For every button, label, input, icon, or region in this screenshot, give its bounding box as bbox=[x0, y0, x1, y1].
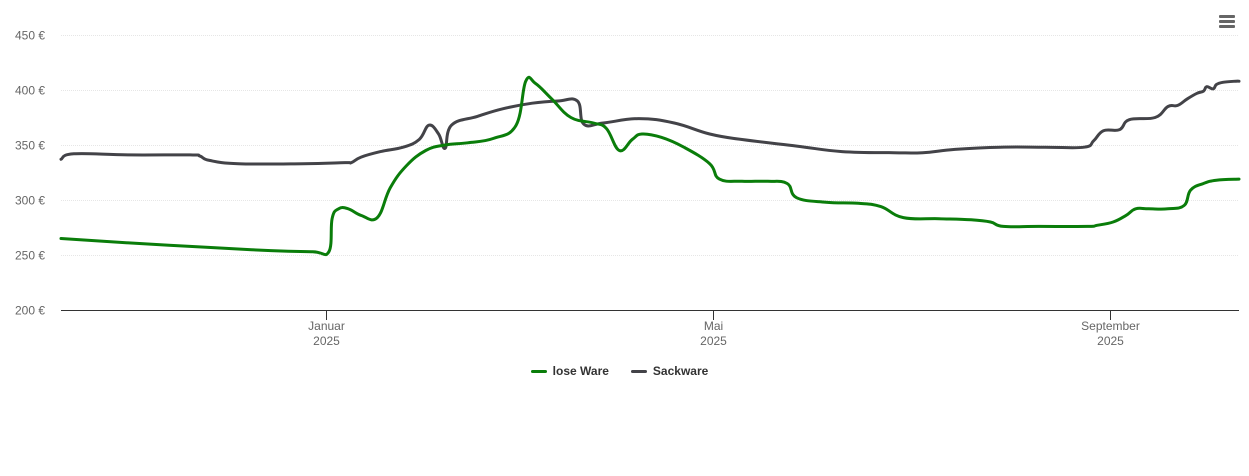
legend-label-sackware: Sackware bbox=[652, 364, 709, 378]
series-line-sackware bbox=[59, 79, 1241, 166]
legend-label-lose-ware: lose Ware bbox=[552, 364, 609, 378]
y-tick-label: 250 € bbox=[15, 249, 45, 263]
y-tick-label: 200 € bbox=[15, 304, 45, 318]
x-tick-sublabel: 2025 bbox=[313, 334, 340, 348]
chart-legend: lose Ware Sackware bbox=[0, 364, 1239, 378]
x-tick-sublabel: 2025 bbox=[1097, 334, 1124, 348]
menu-bar bbox=[1219, 20, 1235, 23]
menu-bar bbox=[1219, 15, 1235, 18]
x-tick-sublabel: 2025 bbox=[700, 334, 727, 348]
y-tick-label: 450 € bbox=[15, 29, 45, 43]
legend-swatch-lose-ware bbox=[530, 369, 547, 373]
menu-bar bbox=[1219, 25, 1235, 28]
legend-item-lose-ware[interactable]: lose Ware bbox=[530, 364, 609, 378]
legend-item-sackware[interactable]: Sackware bbox=[630, 364, 709, 378]
x-tick-label: Mai bbox=[704, 319, 723, 333]
series-line-lose-ware bbox=[59, 75, 1241, 257]
x-tick-label: Januar bbox=[308, 319, 345, 333]
hamburger-menu-icon[interactable] bbox=[1216, 12, 1238, 32]
y-tick-label: 300 € bbox=[15, 194, 45, 208]
x-tick-label: September bbox=[1081, 319, 1140, 333]
y-tick-label: 350 € bbox=[15, 139, 45, 153]
y-tick-label: 400 € bbox=[15, 84, 45, 98]
legend-swatch-sackware bbox=[630, 369, 647, 373]
